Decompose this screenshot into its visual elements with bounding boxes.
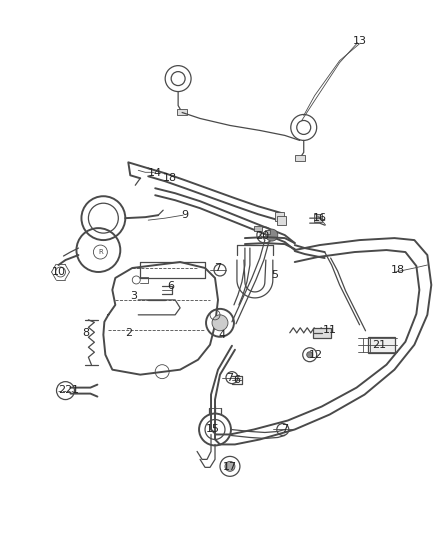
Text: 1: 1 xyxy=(72,385,79,394)
Text: 13: 13 xyxy=(353,36,367,46)
Circle shape xyxy=(225,462,235,471)
Text: 16: 16 xyxy=(313,213,327,223)
Text: 5: 5 xyxy=(271,270,278,280)
Bar xyxy=(265,230,270,234)
Text: 18: 18 xyxy=(163,173,177,183)
Text: R: R xyxy=(98,249,103,255)
Text: 7: 7 xyxy=(215,263,222,273)
Text: 18: 18 xyxy=(390,265,405,275)
Text: 6: 6 xyxy=(168,281,175,291)
Text: 15: 15 xyxy=(206,424,220,434)
Bar xyxy=(313,328,331,338)
Text: 7: 7 xyxy=(226,373,233,383)
Text: 17: 17 xyxy=(223,462,237,472)
Text: 12: 12 xyxy=(309,350,323,360)
Text: 11: 11 xyxy=(323,325,337,335)
Text: 9: 9 xyxy=(181,210,189,220)
Bar xyxy=(277,216,286,224)
Circle shape xyxy=(266,229,278,241)
Bar xyxy=(177,109,187,116)
Text: 4: 4 xyxy=(219,330,226,340)
Text: 21: 21 xyxy=(372,340,387,350)
Bar xyxy=(254,225,262,231)
Bar xyxy=(314,214,321,222)
Circle shape xyxy=(307,352,313,358)
Bar xyxy=(276,212,284,221)
Text: 14: 14 xyxy=(148,168,162,179)
Text: 7: 7 xyxy=(281,424,288,434)
Text: 2: 2 xyxy=(125,328,132,338)
Circle shape xyxy=(212,315,228,331)
Text: 8: 8 xyxy=(82,328,89,338)
Bar xyxy=(295,155,305,161)
Text: 3: 3 xyxy=(130,291,137,301)
Text: 22: 22 xyxy=(58,385,73,394)
Text: 10: 10 xyxy=(52,267,66,277)
Bar xyxy=(367,337,396,353)
Text: 6: 6 xyxy=(233,375,240,385)
Text: 20: 20 xyxy=(255,231,269,241)
